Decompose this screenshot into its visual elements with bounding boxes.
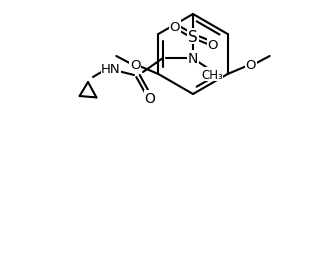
Text: O: O xyxy=(145,92,156,106)
Text: HN: HN xyxy=(101,62,121,75)
Text: O: O xyxy=(245,58,256,71)
Text: S: S xyxy=(188,29,198,44)
Text: O: O xyxy=(130,58,141,71)
Text: CH₃: CH₃ xyxy=(201,68,223,81)
Text: O: O xyxy=(170,20,180,33)
Text: O: O xyxy=(208,38,218,51)
Text: N: N xyxy=(188,52,198,66)
